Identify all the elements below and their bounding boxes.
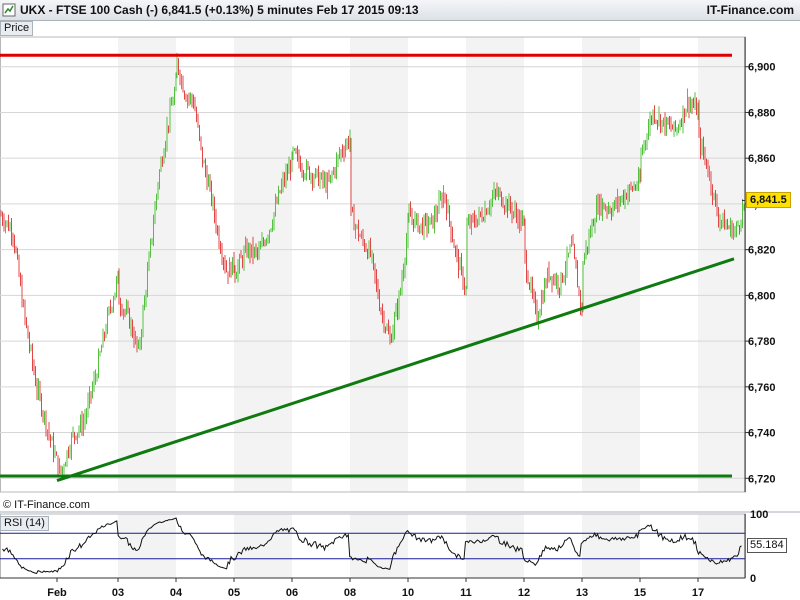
- last-price-badge: 6,841.5: [746, 192, 791, 209]
- time-tick-label: 04: [170, 587, 183, 599]
- time-tick-label: Feb: [47, 587, 67, 599]
- time-tick-label: 15: [634, 587, 646, 599]
- price-tick-label: 6,800: [748, 290, 776, 302]
- price-tick-label: 6,820: [748, 245, 776, 257]
- price-tick-label: 6,720: [748, 473, 776, 485]
- copyright-text: © IT-Finance.com: [3, 499, 90, 511]
- rsi-value-badge: 55.184: [747, 538, 787, 553]
- day-band: [582, 514, 640, 578]
- rsi-tick-label: 0: [750, 573, 756, 585]
- time-tick-label: 10: [402, 587, 414, 599]
- chart-header: UKX - FTSE 100 Cash (-) 6,841.5 (+0.13%)…: [0, 0, 800, 21]
- time-tick-label: 03: [112, 587, 124, 599]
- chart-title: UKX - FTSE 100 Cash (-) 6,841.5 (+0.13%)…: [20, 3, 419, 17]
- rsi-line: [2, 517, 742, 574]
- time-tick-label: 12: [518, 587, 530, 599]
- day-band: [466, 514, 524, 578]
- time-tick-label: 17: [692, 587, 704, 599]
- rsi-panel-label: RSI (14): [0, 516, 49, 531]
- price-tick-label: 6,860: [748, 153, 776, 165]
- time-tick-label: 11: [460, 587, 472, 599]
- price-tick-label: 6,740: [748, 428, 776, 440]
- price-tick-label: 6,760: [748, 382, 776, 394]
- day-band: [698, 37, 745, 492]
- price-tick-label: 6,900: [748, 62, 776, 74]
- day-band: [466, 37, 524, 492]
- price-tick-label: 6,780: [748, 336, 776, 348]
- day-band: [118, 514, 176, 578]
- price-tick-label: 6,880: [748, 107, 776, 119]
- day-band: [698, 514, 745, 578]
- time-tick-label: 05: [228, 587, 240, 599]
- day-band: [350, 37, 408, 492]
- rising-trendline: [56, 257, 735, 482]
- time-tick-label: 13: [576, 587, 588, 599]
- time-tick-label: 06: [286, 587, 298, 599]
- price-panel-label: Price: [0, 21, 34, 36]
- day-band: [582, 37, 640, 492]
- rsi-tick-label: 100: [750, 509, 768, 521]
- brand-name: IT-Finance.com: [706, 3, 794, 17]
- settings-icon[interactable]: [2, 3, 16, 17]
- time-tick-label: 08: [344, 587, 356, 599]
